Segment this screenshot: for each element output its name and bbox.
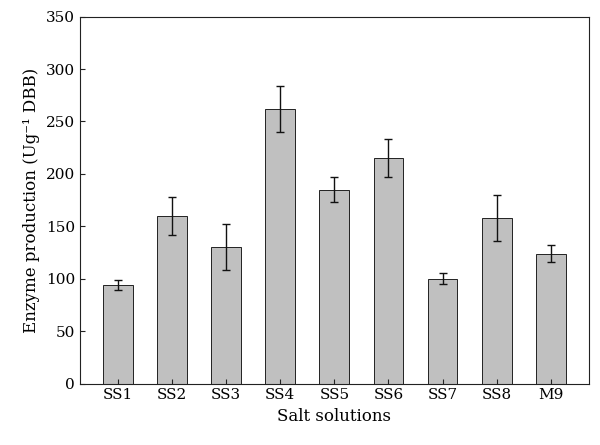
Bar (265, 109, 295, 384)
Bar (536, 254, 566, 384)
Bar (103, 285, 133, 384)
Bar (211, 247, 241, 384)
Bar (374, 158, 403, 384)
Bar (157, 216, 187, 384)
Bar (482, 218, 512, 384)
Bar (428, 279, 457, 384)
Y-axis label: Enzyme production (Ug⁻¹ DBB): Enzyme production (Ug⁻¹ DBB) (23, 68, 40, 333)
Bar (319, 190, 349, 384)
X-axis label: Salt solutions: Salt solutions (277, 408, 391, 425)
